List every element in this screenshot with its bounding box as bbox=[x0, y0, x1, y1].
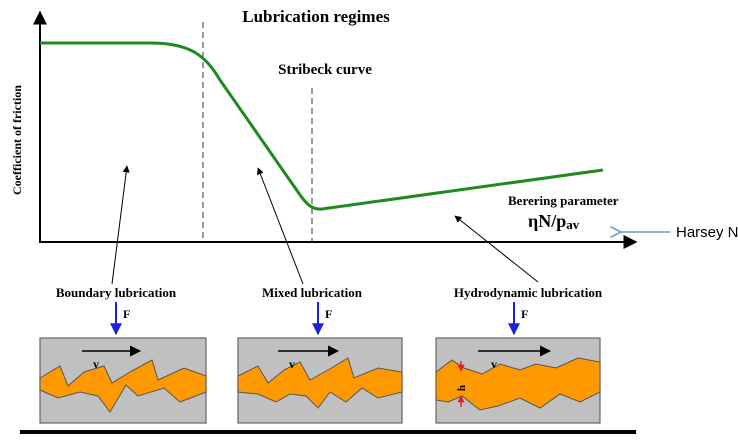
contact-block-boundary: v bbox=[39, 337, 207, 424]
regime-label-boundary: Boundary lubrication bbox=[56, 285, 177, 300]
bearing-parameter-label: Berering parameter bbox=[508, 193, 619, 208]
pointer-mixed bbox=[257, 167, 304, 285]
lubricant-boundary bbox=[39, 359, 207, 413]
regime-label-mixed: Mixed lubrication bbox=[262, 285, 363, 300]
pointer-boundary bbox=[111, 165, 130, 285]
gap-label-h: h bbox=[456, 385, 468, 391]
stribeck-curve bbox=[40, 41, 604, 211]
y-axis-label: Coefficient of friction bbox=[10, 85, 24, 195]
harsey-note: Harsey No. bbox=[676, 224, 738, 241]
lubricant-hydrodynamic bbox=[435, 357, 601, 411]
diagram-title: Lubrication regimes bbox=[242, 7, 390, 26]
force-label-mixed: F bbox=[325, 307, 332, 321]
contact-block-hydrodynamic: v h bbox=[435, 337, 601, 424]
lubricant-mixed bbox=[237, 357, 403, 409]
force-label-hydrodynamic: F bbox=[521, 307, 528, 321]
pointer-hydrodynamic bbox=[454, 215, 539, 283]
velocity-label-boundary: v bbox=[93, 357, 99, 371]
bearing-parameter-formula: ηN/pav bbox=[528, 211, 580, 232]
contact-block-mixed: v bbox=[237, 337, 403, 424]
velocity-label-mixed: v bbox=[289, 357, 295, 371]
stribeck-curve-label: Stribeck curve bbox=[278, 62, 372, 78]
force-label-boundary: F bbox=[123, 307, 130, 321]
regime-label-hydrodynamic: Hydrodynamic lubrication bbox=[454, 285, 603, 300]
velocity-label-hydrodynamic: v bbox=[491, 357, 497, 371]
